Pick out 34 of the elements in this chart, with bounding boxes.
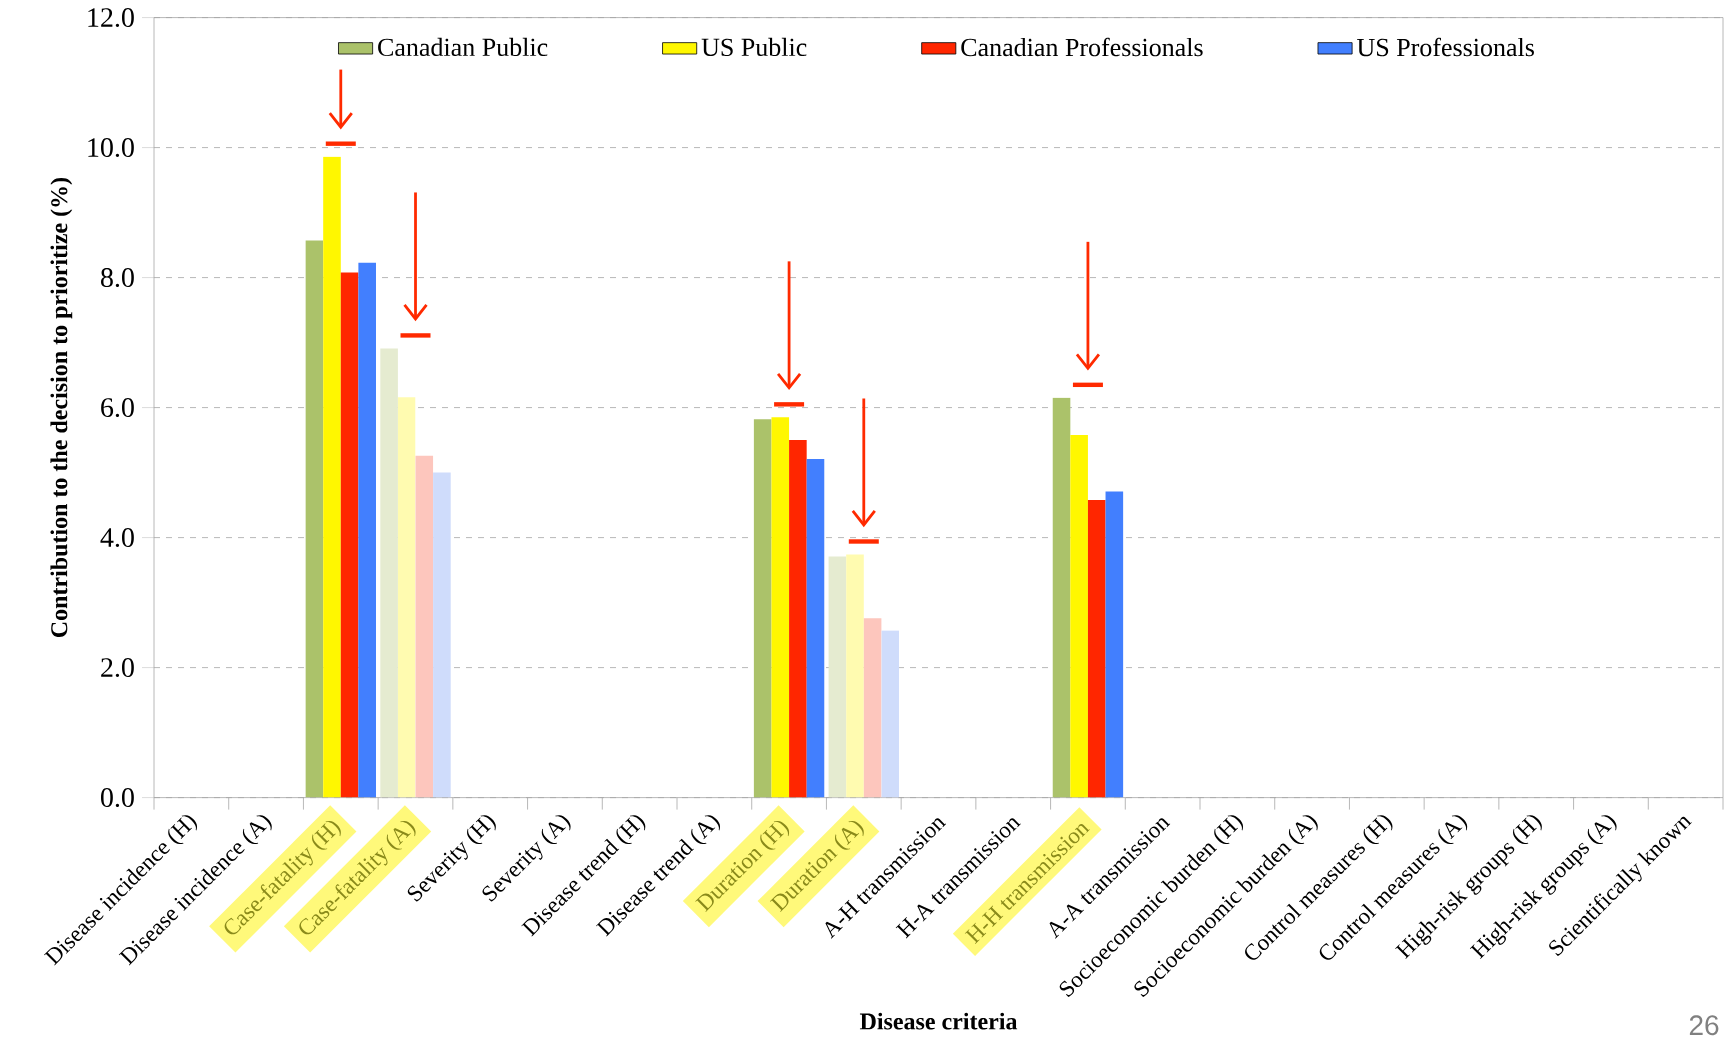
bar [753, 419, 772, 798]
bar [397, 397, 416, 798]
bar [771, 417, 790, 798]
y-tick-label: 4.0 [100, 528, 134, 548]
y-tick-label: 2.0 [101, 658, 134, 678]
bar [358, 262, 376, 798]
y-tick-label: 6.0 [101, 398, 134, 418]
legend-label: Canadian Public [378, 38, 548, 57]
y-tick-label: 0.0 [101, 788, 134, 808]
legend-label: US Public [701, 38, 807, 57]
bar [1052, 398, 1071, 798]
bar [1070, 435, 1088, 798]
y-tick-label: 8.0 [101, 268, 134, 288]
bar [828, 556, 847, 798]
y-tick-label: 12.0 [88, 8, 134, 28]
bar [881, 630, 899, 798]
legend-label: Canadian Professionals [961, 37, 1203, 57]
bar [789, 440, 807, 798]
legend-label: US Professionals [1357, 37, 1534, 57]
bar [1087, 500, 1106, 798]
bar [415, 455, 434, 798]
bar [846, 554, 864, 798]
x-axis-title: Disease criteria [859, 1012, 1018, 1030]
text: 26 [1689, 1015, 1719, 1036]
bar [323, 156, 341, 798]
bar [863, 618, 882, 798]
bar [1105, 491, 1124, 798]
y-axis-title: Contribution to the decision to prioritize (%) [50, 178, 73, 638]
y-tick-label: 10.0 [88, 138, 134, 158]
bar [433, 472, 451, 798]
bar [340, 272, 359, 798]
bar [380, 348, 398, 798]
bar [305, 240, 324, 798]
bar [806, 459, 825, 798]
